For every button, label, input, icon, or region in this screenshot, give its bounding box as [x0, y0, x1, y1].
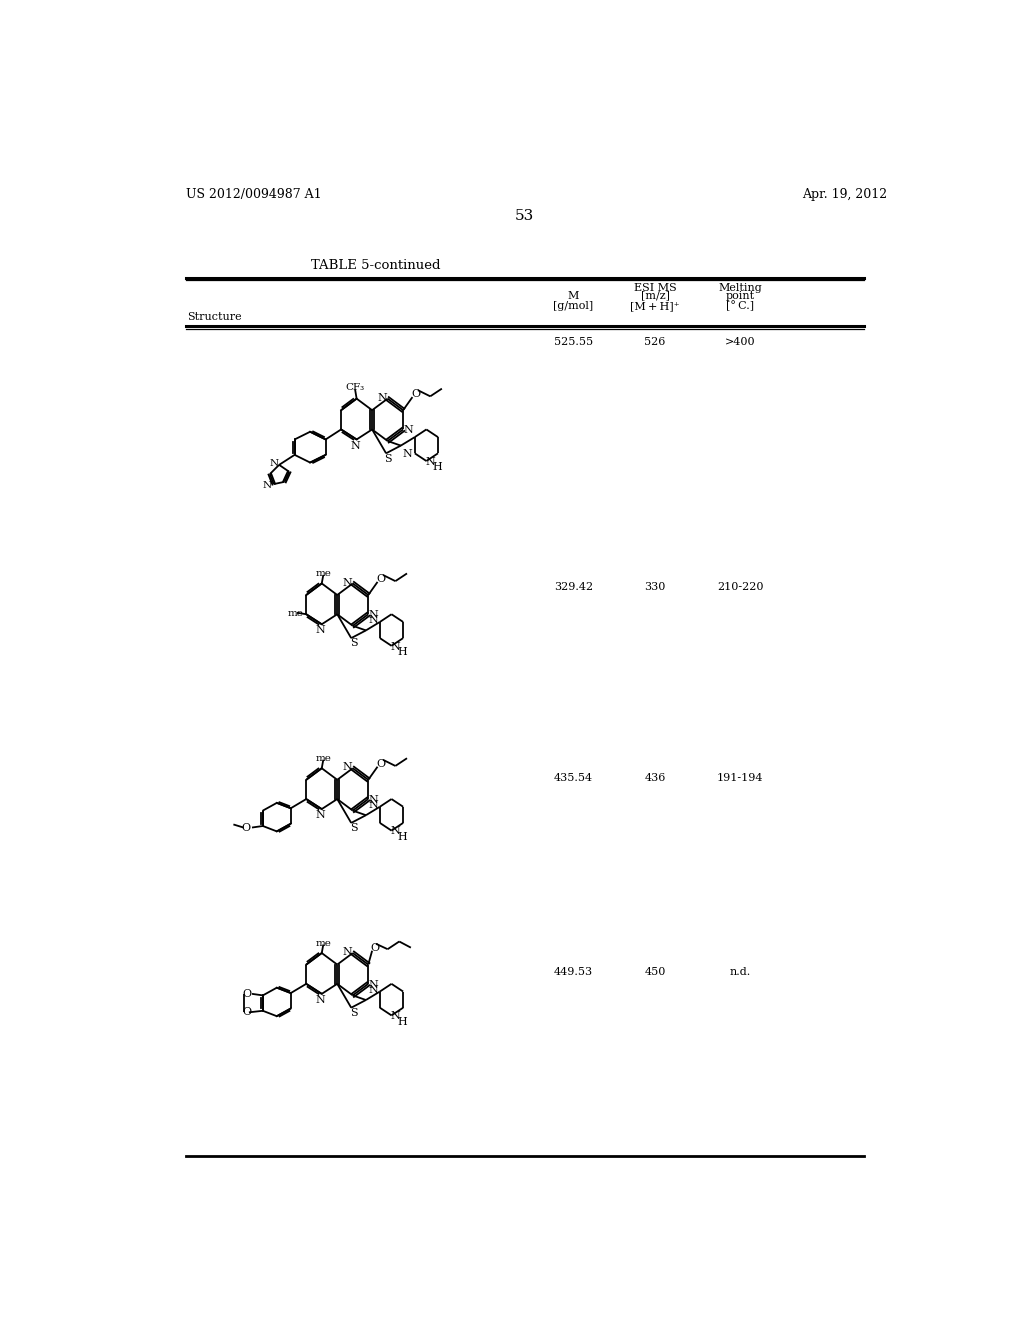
Text: n.d.: n.d.	[730, 966, 751, 977]
Text: N: N	[342, 948, 352, 957]
Text: 330: 330	[644, 582, 666, 591]
Text: [m/z]: [m/z]	[640, 290, 670, 301]
Text: 191-194: 191-194	[717, 772, 764, 783]
Text: point: point	[726, 290, 755, 301]
Text: H: H	[432, 462, 442, 473]
Text: N: N	[342, 578, 352, 587]
Text: 525.55: 525.55	[554, 337, 593, 347]
Text: N: N	[377, 393, 387, 403]
Text: S: S	[350, 1008, 357, 1018]
Text: N: N	[315, 626, 325, 635]
Text: me: me	[288, 609, 303, 618]
Text: 526: 526	[644, 337, 666, 347]
Text: CF₃: CF₃	[345, 383, 365, 392]
Text: O: O	[242, 822, 250, 833]
Text: N: N	[390, 642, 400, 652]
Text: me: me	[315, 569, 331, 578]
Text: S: S	[350, 824, 357, 833]
Text: 450: 450	[644, 966, 666, 977]
Text: >400: >400	[725, 337, 756, 347]
Text: N: N	[350, 441, 360, 450]
Text: S: S	[385, 454, 392, 463]
Text: 210-220: 210-220	[717, 582, 764, 591]
Text: H: H	[397, 832, 408, 842]
Text: [° C.]: [° C.]	[726, 301, 755, 312]
Text: [g/mol]: [g/mol]	[554, 301, 594, 312]
Text: H: H	[397, 1016, 408, 1027]
Text: me: me	[315, 939, 331, 948]
Text: N: N	[369, 979, 379, 990]
Text: 435.54: 435.54	[554, 772, 593, 783]
Text: S: S	[350, 639, 357, 648]
Text: US 2012/0094987 A1: US 2012/0094987 A1	[186, 189, 322, 202]
Text: N: N	[269, 459, 279, 467]
Text: H: H	[397, 647, 408, 657]
Text: ESI MS: ESI MS	[634, 282, 677, 293]
Text: O: O	[376, 574, 385, 583]
Text: N: N	[390, 826, 400, 837]
Text: 449.53: 449.53	[554, 966, 593, 977]
Text: Structure: Structure	[187, 312, 242, 322]
Text: N: N	[315, 995, 325, 1005]
Text: O: O	[370, 942, 379, 953]
Text: O: O	[376, 759, 385, 768]
Text: N: N	[425, 457, 435, 467]
Text: 436: 436	[644, 772, 666, 783]
Text: N: N	[369, 615, 379, 626]
Text: 329.42: 329.42	[554, 582, 593, 591]
Text: Melting: Melting	[719, 282, 762, 293]
Text: N: N	[342, 763, 352, 772]
Text: N: N	[315, 810, 325, 820]
Text: O: O	[242, 1007, 251, 1018]
Text: Apr. 19, 2012: Apr. 19, 2012	[802, 189, 888, 202]
Text: N: N	[369, 610, 379, 620]
Text: O: O	[411, 389, 420, 399]
Text: N: N	[369, 985, 379, 995]
Text: N: N	[262, 482, 271, 490]
Text: TABLE 5-continued: TABLE 5-continued	[311, 259, 440, 272]
Text: N: N	[403, 425, 414, 436]
Text: N: N	[390, 1011, 400, 1022]
Text: [M + H]⁺: [M + H]⁺	[630, 301, 680, 312]
Text: 53: 53	[515, 209, 535, 223]
Text: N: N	[402, 449, 412, 459]
Text: M: M	[568, 290, 580, 301]
Text: O: O	[242, 989, 251, 999]
Text: N: N	[369, 800, 379, 810]
Text: me: me	[315, 754, 331, 763]
Text: N: N	[369, 795, 379, 805]
